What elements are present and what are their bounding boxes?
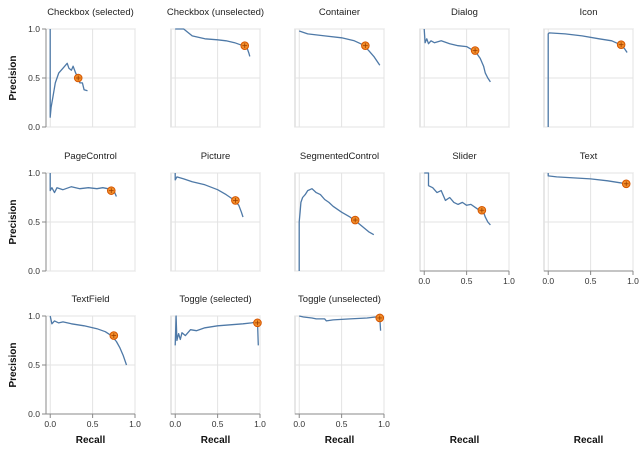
y-tick-label: 1.0 bbox=[28, 24, 40, 34]
x-axis-title: Recall bbox=[325, 435, 355, 446]
pr-panel: TextField 0.0 0.5 1.0 0.0 0.5 1.0 bbox=[28, 294, 141, 429]
panel-title: PageControl bbox=[64, 151, 117, 162]
pr-panel: Toggle (unselected) 0.0 0.5 1.0 bbox=[293, 294, 390, 429]
x-tick-label: 0.0 bbox=[44, 419, 56, 429]
pr-curve-line bbox=[174, 173, 244, 218]
pr-curve-line bbox=[49, 173, 117, 197]
y-axis-titles: Precision Precision Precision bbox=[8, 55, 19, 387]
pr-panel: PageControl 0.0 0.5 1.0 bbox=[28, 151, 136, 276]
y-tick-label: 0.0 bbox=[28, 266, 40, 276]
panel-title: Toggle (selected) bbox=[179, 294, 251, 305]
panel-title: Toggle (unselected) bbox=[298, 294, 381, 305]
panel-title: TextField bbox=[71, 294, 109, 305]
operating-point-marker bbox=[477, 205, 487, 215]
x-tick-label: 0.5 bbox=[461, 276, 473, 286]
y-tick-label: 0.0 bbox=[28, 122, 40, 132]
panel-title: Checkbox (selected) bbox=[47, 7, 134, 18]
x-tick-label: 0.0 bbox=[542, 276, 554, 286]
pr-panel: Toggle (selected) 0.0 0.5 1.0 bbox=[169, 294, 266, 429]
pr-curve-line bbox=[423, 28, 491, 83]
y-axis-title: Precision bbox=[8, 55, 19, 100]
operating-point-marker bbox=[253, 318, 262, 328]
x-axis-title: Recall bbox=[76, 435, 106, 446]
panel-title: Slider bbox=[452, 151, 476, 162]
pr-panel: Checkbox (selected) 0.0 0.5 1.0 bbox=[28, 7, 136, 132]
operating-point-marker bbox=[361, 41, 370, 50]
x-axis-title: Recall bbox=[450, 435, 480, 446]
pr-curve-line bbox=[49, 29, 88, 118]
pr-panel: Container bbox=[294, 7, 385, 128]
x-tick-label: 1.0 bbox=[254, 419, 266, 429]
x-tick-label: 0.0 bbox=[418, 276, 430, 286]
x-tick-label: 1.0 bbox=[627, 276, 639, 286]
panel-grid: Checkbox (selected) 0.0 0.5 1.0 Checkbox (un… bbox=[28, 7, 639, 429]
panel-title: Checkbox (unselected) bbox=[167, 7, 264, 18]
x-axis-titles: Recall Recall Recall Recall Recall bbox=[76, 435, 604, 446]
y-axis-title: Precision bbox=[8, 342, 19, 387]
x-tick-label: 0.0 bbox=[169, 419, 181, 429]
panel-title: SegmentedControl bbox=[300, 151, 379, 162]
pr-panel: Slider 0.0 0.5 1.0 bbox=[418, 151, 515, 286]
x-tick-label: 1.0 bbox=[378, 419, 390, 429]
operating-point-marker bbox=[470, 46, 480, 55]
y-tick-label: 0.5 bbox=[28, 360, 40, 370]
panel-title: Container bbox=[319, 7, 360, 18]
pr-panel: Text 0.0 0.5 1.0 bbox=[542, 151, 639, 286]
x-tick-label: 0.5 bbox=[87, 419, 99, 429]
pr-curve-line bbox=[49, 315, 128, 366]
operating-point-marker bbox=[231, 196, 240, 205]
pr-curve-line bbox=[547, 173, 629, 186]
pr-panel: SegmentedControl bbox=[294, 151, 385, 272]
pr-panel: Picture bbox=[170, 151, 261, 272]
pr-panel: Icon bbox=[543, 7, 634, 128]
x-tick-label: 1.0 bbox=[129, 419, 141, 429]
pr-curve-line bbox=[175, 28, 251, 57]
y-tick-label: 0.5 bbox=[28, 73, 40, 83]
operating-point-marker bbox=[106, 186, 116, 195]
panel-title: Picture bbox=[201, 151, 231, 162]
pr-curve-line bbox=[298, 30, 381, 66]
x-tick-label: 0.0 bbox=[293, 419, 305, 429]
y-tick-label: 0.5 bbox=[28, 217, 40, 227]
pr-curve-line bbox=[547, 32, 628, 127]
operating-point-marker bbox=[375, 313, 385, 323]
x-tick-label: 1.0 bbox=[503, 276, 515, 286]
y-tick-label: 1.0 bbox=[28, 168, 40, 178]
panel-title: Icon bbox=[580, 7, 598, 18]
x-axis-title: Recall bbox=[574, 435, 604, 446]
y-tick-label: 1.0 bbox=[28, 311, 40, 321]
y-axis-title: Precision bbox=[8, 199, 19, 244]
operating-point-marker bbox=[109, 331, 119, 340]
pr-curve-line bbox=[424, 172, 491, 226]
y-tick-label: 0.0 bbox=[28, 409, 40, 419]
x-tick-label: 0.5 bbox=[585, 276, 597, 286]
pr-curve-line bbox=[298, 188, 375, 271]
x-tick-label: 0.5 bbox=[212, 419, 224, 429]
operating-point-marker bbox=[616, 40, 626, 49]
x-tick-label: 0.5 bbox=[336, 419, 348, 429]
panel-title: Dialog bbox=[451, 7, 478, 18]
operating-point-marker bbox=[73, 73, 83, 83]
operating-point-marker bbox=[240, 41, 250, 50]
operating-point-marker bbox=[350, 215, 360, 225]
pr-panel: Dialog bbox=[419, 7, 510, 128]
panel-title: Text bbox=[580, 151, 598, 162]
pr-curve-line bbox=[174, 315, 259, 346]
operating-point-marker bbox=[621, 179, 631, 189]
x-axis-title: Recall bbox=[201, 435, 231, 446]
pr-panel: Checkbox (unselected) bbox=[167, 7, 264, 128]
pr-curve-line bbox=[299, 315, 382, 331]
